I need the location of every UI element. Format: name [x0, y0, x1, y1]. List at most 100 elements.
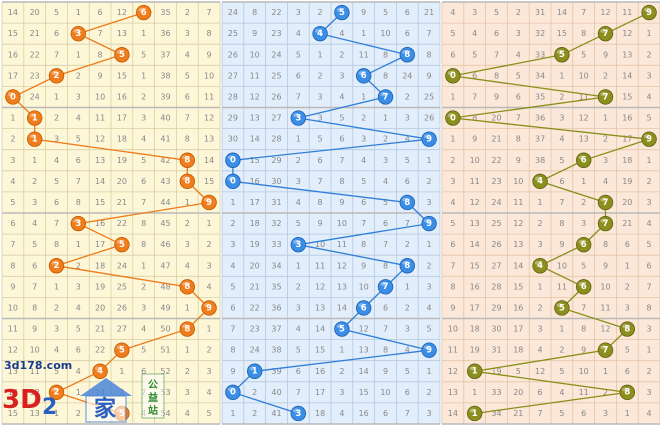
cell-value: 5	[647, 114, 652, 123]
cell-value: 12	[513, 219, 523, 228]
cell-value: 5	[625, 346, 630, 355]
cell-value: 1	[472, 388, 477, 397]
cell-value: 52	[160, 367, 170, 376]
draw-ball: 4	[312, 25, 328, 42]
cell-value: 30	[491, 325, 501, 334]
cell-value: 18	[117, 135, 127, 144]
cell-value: 5	[450, 29, 455, 38]
cell-value: 15	[359, 388, 369, 397]
cell-value: 2	[10, 135, 15, 144]
draw-digit: 6	[581, 156, 587, 166]
cell-value: 16	[470, 282, 480, 291]
cell-value: 4	[296, 29, 301, 38]
draw-ball: 8	[399, 194, 416, 211]
cell-value: 13	[579, 135, 589, 144]
draw-digit: 1	[32, 113, 38, 123]
cell-value: 7	[76, 177, 81, 186]
cell-value: 19	[622, 177, 632, 186]
cell-value: 2	[647, 367, 652, 376]
cell-value: 4	[559, 388, 564, 397]
draw-ball: 0	[225, 384, 241, 401]
cell-value: 7	[296, 92, 301, 101]
cell-value: 3	[339, 71, 344, 80]
cell-value: 9	[339, 198, 344, 207]
cell-value: 1	[625, 409, 630, 418]
cell-value: 28	[491, 282, 501, 291]
cell-value: 7	[361, 219, 366, 228]
cell-value: 3	[318, 92, 323, 101]
cell-value: 5	[450, 219, 455, 228]
cell-value: 41	[271, 409, 281, 418]
cell-value: 2	[296, 282, 301, 291]
draw-digit: 6	[141, 8, 147, 18]
cell-value: 1	[538, 198, 543, 207]
cell-value: 10	[95, 92, 105, 101]
cell-value: 14	[448, 409, 458, 418]
cell-value: 1	[647, 156, 652, 165]
cell-value: 10	[204, 71, 214, 80]
draw-ball: 9	[641, 4, 657, 21]
cell-value: 9	[98, 71, 103, 80]
cell-value: 3	[647, 325, 652, 334]
cell-value: 8	[383, 50, 388, 59]
cell-value: 5	[141, 156, 146, 165]
draw-ball: 9	[421, 215, 437, 232]
cell-value: 1	[603, 114, 608, 123]
cell-value: 8	[252, 8, 257, 17]
cell-value: 29	[271, 156, 281, 165]
cell-value: 48	[160, 282, 170, 291]
draw-digit: 8	[184, 282, 190, 292]
cell-value: 21	[250, 282, 260, 291]
cell-value: 10	[579, 71, 589, 80]
cell-value: 2	[76, 261, 81, 270]
draw-ball: 5	[554, 300, 570, 316]
cell-value: 12	[448, 367, 458, 376]
cell-value: 2	[252, 388, 257, 397]
cell-value: 8	[581, 325, 586, 334]
cell-value: 20	[117, 177, 127, 186]
cell-value: 1	[559, 71, 564, 80]
draw-ball: 1	[27, 131, 43, 147]
cell-value: 1	[361, 92, 366, 101]
cell-value: 4	[647, 92, 652, 101]
cell-value: 40	[160, 114, 170, 123]
cell-value: 5	[230, 282, 235, 291]
cell-value: 41	[160, 135, 170, 144]
cell-value: 24	[402, 71, 412, 80]
cell-value: 21	[424, 8, 434, 17]
cell-value: 9	[450, 303, 455, 312]
cell-value: 5	[76, 135, 81, 144]
cell-value: 7	[647, 282, 652, 291]
cell-value: 3	[603, 409, 608, 418]
cell-value: 45	[160, 219, 170, 228]
draw-digit: 6	[581, 240, 587, 250]
cell-value: 1	[405, 282, 410, 291]
draw-ball: 9	[421, 342, 437, 358]
cell-value: 8	[318, 198, 323, 207]
cell-value: 1	[141, 29, 146, 38]
cell-value: 10	[30, 346, 40, 355]
cell-value: 5	[581, 50, 586, 59]
cell-value: 11	[622, 8, 632, 17]
cell-value: 6	[516, 92, 521, 101]
cell-value: 1	[54, 92, 59, 101]
cell-value: 4	[603, 177, 608, 186]
cell-value: 13	[315, 303, 325, 312]
cell-value: 9	[361, 8, 366, 17]
cell-value: 3	[647, 388, 652, 397]
cell-value: 17	[315, 388, 325, 397]
cell-value: 5	[516, 367, 521, 376]
draw-ball: 4	[532, 173, 548, 190]
cell-value: 3	[207, 261, 212, 270]
cell-value: 4	[405, 346, 410, 355]
cell-value: 7	[54, 219, 59, 228]
cell-value: 25	[424, 92, 434, 101]
cell-value: 3	[538, 325, 543, 334]
cell-value: 11	[448, 346, 458, 355]
cell-value: 6	[581, 409, 586, 418]
cell-value: 9	[472, 135, 477, 144]
cell-value: 8	[361, 240, 366, 249]
cell-value: 3	[625, 303, 630, 312]
cell-value: 3	[647, 198, 652, 207]
cell-value: 23	[250, 325, 260, 334]
